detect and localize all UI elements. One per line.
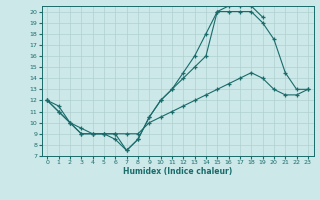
X-axis label: Humidex (Indice chaleur): Humidex (Indice chaleur): [123, 167, 232, 176]
